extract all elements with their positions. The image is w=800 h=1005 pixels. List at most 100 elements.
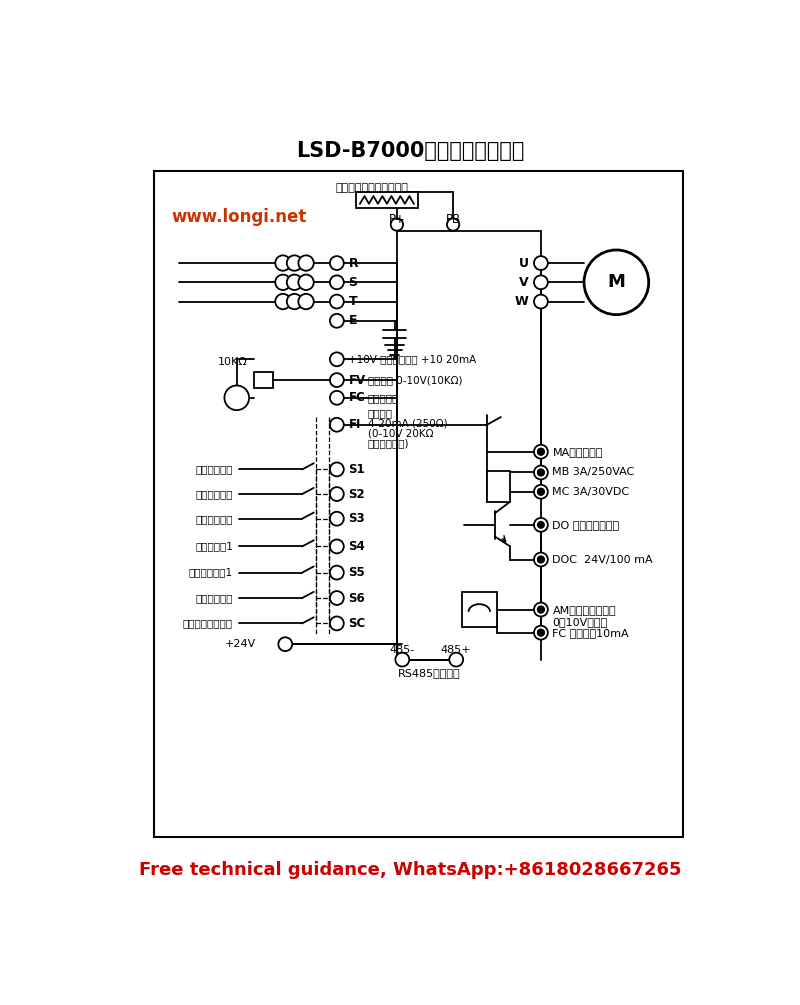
- Circle shape: [538, 557, 544, 563]
- Circle shape: [330, 566, 344, 580]
- Text: U: U: [518, 256, 529, 269]
- Text: SC: SC: [349, 617, 366, 630]
- Text: 故障复位指令: 故障复位指令: [195, 593, 233, 603]
- Text: S1: S1: [349, 463, 365, 476]
- Circle shape: [287, 274, 302, 290]
- Circle shape: [450, 652, 463, 666]
- Circle shape: [390, 218, 403, 231]
- Text: 正转启动指令: 正转启动指令: [195, 464, 233, 474]
- Bar: [462, 592, 497, 627]
- Circle shape: [534, 294, 548, 309]
- Text: S3: S3: [349, 513, 365, 526]
- Text: R: R: [349, 256, 358, 269]
- Circle shape: [330, 314, 344, 328]
- Circle shape: [275, 274, 290, 290]
- Circle shape: [275, 293, 290, 310]
- Circle shape: [538, 448, 544, 455]
- Circle shape: [330, 540, 344, 554]
- Text: AM数位频率输出端: AM数位频率输出端: [553, 605, 616, 614]
- Text: RS485串行通讯: RS485串行通讯: [398, 667, 461, 677]
- Circle shape: [330, 418, 344, 432]
- Circle shape: [330, 275, 344, 289]
- Circle shape: [538, 469, 544, 475]
- Text: 0～10V允许通: 0～10V允许通: [553, 617, 607, 627]
- Text: 模拟公共端: 模拟公共端: [368, 393, 399, 403]
- Text: 多功能端子公共端: 多功能端子公共端: [183, 618, 233, 628]
- Text: LSD-B7000出厂时标准配线图: LSD-B7000出厂时标准配线图: [296, 142, 524, 162]
- Circle shape: [538, 606, 544, 613]
- Bar: [356, 192, 418, 208]
- Text: 输入也能使用): 输入也能使用): [368, 438, 409, 448]
- Text: 10KΩ: 10KΩ: [218, 357, 247, 367]
- Text: MC 3A/30VDC: MC 3A/30VDC: [553, 486, 630, 496]
- Text: 外部异常指令1: 外部异常指令1: [189, 568, 233, 578]
- Text: S2: S2: [349, 487, 365, 500]
- Text: FV: FV: [349, 374, 366, 387]
- Circle shape: [278, 637, 292, 651]
- Circle shape: [330, 373, 344, 387]
- Text: Free technical guidance, WhatsApp:+8618028667265: Free technical guidance, WhatsApp:+86180…: [138, 861, 682, 878]
- Circle shape: [298, 274, 314, 290]
- Text: +10V 频率给定电源 +10 20mA: +10V 频率给定电源 +10 20mA: [349, 355, 477, 364]
- Text: (0-10V 20KΩ: (0-10V 20KΩ: [368, 428, 433, 438]
- Circle shape: [538, 629, 544, 636]
- Text: DO 多功能输出端子: DO 多功能输出端子: [553, 520, 619, 530]
- Circle shape: [534, 445, 548, 458]
- Text: 主频给定: 主频给定: [368, 408, 393, 418]
- Circle shape: [538, 522, 544, 528]
- Circle shape: [287, 255, 302, 270]
- Bar: [487, 471, 510, 501]
- Text: 多段速指令1: 多段速指令1: [195, 542, 233, 552]
- Text: FC 最大电流10mA: FC 最大电流10mA: [553, 628, 629, 637]
- Circle shape: [534, 626, 548, 639]
- Text: S5: S5: [349, 566, 365, 579]
- Circle shape: [287, 293, 302, 310]
- Circle shape: [538, 629, 544, 636]
- Circle shape: [538, 469, 544, 475]
- Text: 主频给定 0-10V(10KΩ): 主频给定 0-10V(10KΩ): [368, 375, 462, 385]
- Text: V: V: [519, 275, 529, 288]
- Circle shape: [534, 256, 548, 270]
- Circle shape: [534, 603, 548, 616]
- Circle shape: [275, 255, 290, 270]
- Circle shape: [538, 448, 544, 455]
- Text: DOC  24V/100 mA: DOC 24V/100 mA: [553, 555, 653, 565]
- Circle shape: [298, 293, 314, 310]
- Circle shape: [330, 462, 344, 476]
- Circle shape: [330, 391, 344, 405]
- Text: MB 3A/250VAC: MB 3A/250VAC: [553, 467, 634, 477]
- Circle shape: [298, 255, 314, 270]
- Bar: [254, 373, 273, 388]
- Circle shape: [538, 488, 544, 494]
- Circle shape: [534, 484, 548, 498]
- Circle shape: [330, 294, 344, 309]
- Text: E: E: [349, 315, 357, 328]
- Circle shape: [330, 487, 344, 500]
- Text: 4-20mA (250Ω): 4-20mA (250Ω): [368, 418, 447, 428]
- Circle shape: [395, 652, 410, 666]
- Text: MA多功能输出: MA多功能输出: [553, 446, 603, 456]
- Text: FC: FC: [349, 391, 365, 404]
- Circle shape: [538, 606, 544, 613]
- Text: T: T: [349, 295, 357, 309]
- Text: 485-: 485-: [390, 644, 415, 654]
- Circle shape: [330, 512, 344, 526]
- Text: 正转点动运行: 正转点动运行: [195, 514, 233, 524]
- Circle shape: [534, 518, 548, 532]
- Circle shape: [447, 218, 459, 231]
- Text: +24V: +24V: [225, 639, 256, 649]
- Circle shape: [225, 386, 249, 410]
- Circle shape: [534, 465, 548, 479]
- Circle shape: [534, 275, 548, 289]
- Text: 反转启动指令: 反转启动指令: [195, 489, 233, 499]
- Circle shape: [538, 488, 544, 494]
- Circle shape: [534, 553, 548, 567]
- Text: S4: S4: [349, 540, 365, 553]
- Circle shape: [330, 353, 344, 366]
- Text: M: M: [607, 273, 626, 291]
- Text: FI: FI: [349, 418, 361, 431]
- Circle shape: [330, 616, 344, 630]
- Text: PB: PB: [446, 213, 461, 226]
- Circle shape: [330, 256, 344, 270]
- Circle shape: [330, 591, 344, 605]
